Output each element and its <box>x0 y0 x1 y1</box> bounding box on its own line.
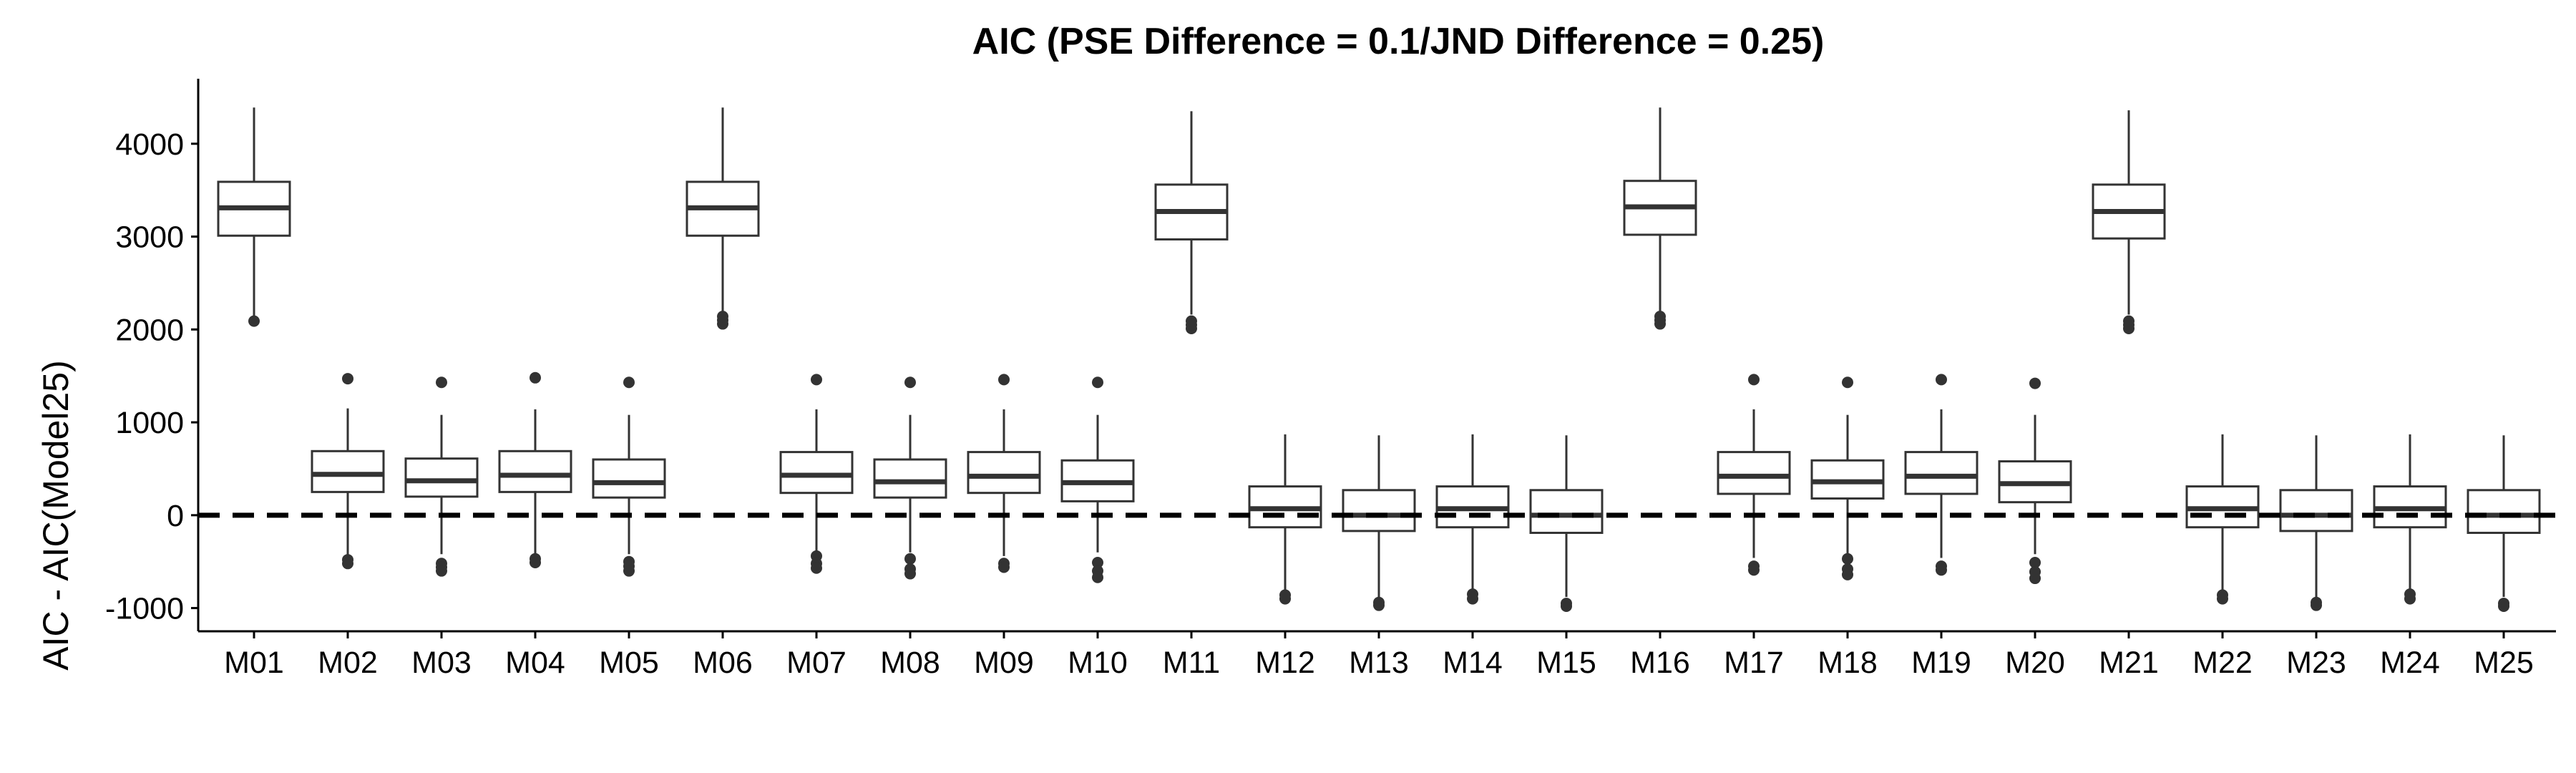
outlier-m01-1 <box>248 315 260 327</box>
box-m15 <box>1529 489 1604 534</box>
outlier-m14-2 <box>1467 593 1478 605</box>
plot-area: -1000 0 1000 2000 3000 4000 M01 M02 M03 M04 M05 M06… <box>105 79 2556 680</box>
outlier-m03-4 <box>436 565 447 577</box>
chart-title: AIC (PSE Difference = 0.1/JND Difference… <box>972 21 1825 62</box>
outlier-m20-2 <box>2029 556 2041 568</box>
outlier-m23-2 <box>2311 599 2322 611</box>
outlier-m09-3 <box>998 561 1010 573</box>
y-tick-label--1000: -1000 <box>105 592 184 626</box>
x-tick-label-m21: M21 <box>2099 646 2159 680</box>
outlier-m17-3 <box>1748 564 1760 576</box>
outlier-m10-1 <box>1092 376 1103 389</box>
outlier-m08-2 <box>904 553 916 565</box>
box-m23 <box>2279 489 2353 533</box>
box-m19 <box>1904 451 1979 495</box>
y-tick-label-1000: 1000 <box>115 406 184 440</box>
x-tick-label-m05: M05 <box>599 646 659 680</box>
outlier-m04-1 <box>530 371 541 384</box>
outlier-m07-1 <box>811 374 822 386</box>
y-tick-label-2000: 2000 <box>115 313 184 347</box>
x-tick-label-m14: M14 <box>1443 646 1503 680</box>
outlier-m10-4 <box>1092 571 1103 583</box>
box-m03 <box>404 457 479 498</box>
x-tick-label-m25: M25 <box>2474 646 2534 680</box>
x-tick-label-m18: M18 <box>1818 646 1878 680</box>
x-tick-label-m08: M08 <box>880 646 940 680</box>
x-tick-label-m10: M10 <box>1068 646 1128 680</box>
outlier-m04-3 <box>530 556 541 568</box>
outlier-m18-4 <box>1842 568 1853 580</box>
x-tick-label-m12: M12 <box>1255 646 1315 680</box>
x-tick-label-m09: M09 <box>974 646 1034 680</box>
outlier-m18-1 <box>1842 376 1853 389</box>
x-tick-label-m16: M16 <box>1630 646 1690 680</box>
x-tick-label-m01: M01 <box>224 646 284 680</box>
outlier-m02-3 <box>342 558 353 570</box>
outlier-m09-1 <box>998 374 1010 386</box>
y-axis-label: AIC - AIC(Model25) <box>36 360 76 670</box>
outlier-m05-1 <box>623 376 635 389</box>
box-m08 <box>873 458 947 499</box>
box-m25 <box>2467 489 2541 534</box>
outlier-m17-1 <box>1748 374 1760 386</box>
outlier-m02-1 <box>342 373 353 385</box>
y-tick-label-4000: 4000 <box>115 127 184 162</box>
box-m17 <box>1717 451 1791 495</box>
outlier-m11-3 <box>1186 315 1197 327</box>
x-tick-label-m15: M15 <box>1536 646 1596 680</box>
x-tick-label-m19: M19 <box>1911 646 1971 680</box>
x-tick-label-m24: M24 <box>2380 646 2440 680</box>
outlier-m13-2 <box>1373 599 1385 611</box>
outlier-m19-3 <box>1936 564 1947 576</box>
x-tick-label-m17: M17 <box>1724 646 1784 680</box>
outlier-m22-2 <box>2217 593 2228 605</box>
outlier-m19-1 <box>1936 374 1947 386</box>
x-tick-label-m11: M11 <box>1163 646 1220 680</box>
x-tick-label-m03: M03 <box>411 646 472 680</box>
x-tick-label-m04: M04 <box>505 646 565 680</box>
y-tick-label-0: 0 <box>167 499 184 533</box>
outlier-m12-2 <box>1279 593 1291 605</box>
x-tick-label-m23: M23 <box>2286 646 2346 680</box>
x-tick-label-m20: M20 <box>2005 646 2065 680</box>
y-tick-label-3000: 3000 <box>115 220 184 255</box>
outlier-m21-3 <box>2123 315 2135 327</box>
box-m07 <box>779 451 854 495</box>
x-tick-label-m13: M13 <box>1349 646 1409 680</box>
outlier-m18-2 <box>1842 553 1853 565</box>
outlier-m07-4 <box>811 562 822 574</box>
box-m13 <box>1342 489 1416 533</box>
outlier-m05-4 <box>623 565 635 577</box>
x-tick-label-m07: M07 <box>786 646 847 680</box>
outlier-m06-3 <box>717 311 728 323</box>
outlier-m08-1 <box>904 376 916 389</box>
outlier-m10-2 <box>1092 556 1103 568</box>
outlier-m03-1 <box>436 376 447 389</box>
box-m02 <box>311 449 385 493</box>
x-tick-label-m22: M22 <box>2192 646 2253 680</box>
outlier-m15-2 <box>1561 600 1572 612</box>
outlier-m25-2 <box>2498 600 2509 612</box>
outlier-m08-4 <box>904 568 916 580</box>
outlier-m20-4 <box>2029 573 2041 585</box>
box-m09 <box>967 451 1041 495</box>
outlier-m16-3 <box>1654 311 1666 323</box>
x-tick-label-m02: M02 <box>318 646 378 680</box>
outlier-m20-1 <box>2029 377 2041 389</box>
outlier-m24-2 <box>2404 593 2416 605</box>
box-m05 <box>592 458 666 499</box>
x-tick-label-m06: M06 <box>693 646 753 680</box>
box-m04 <box>498 449 572 493</box>
